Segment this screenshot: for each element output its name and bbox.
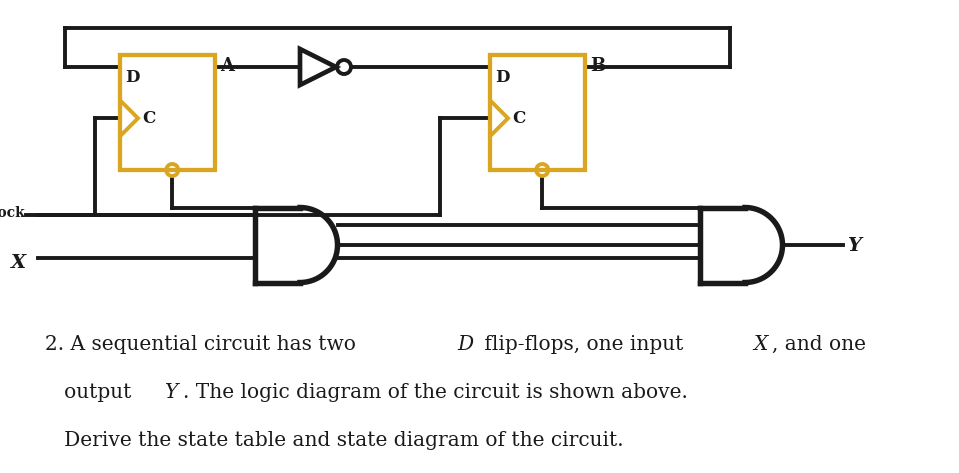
Bar bbox=[120, 55, 215, 170]
Bar bbox=[490, 55, 585, 170]
Text: X: X bbox=[10, 254, 25, 272]
Text: Y: Y bbox=[848, 237, 861, 255]
Text: 2. A sequential circuit has two: 2. A sequential circuit has two bbox=[45, 335, 363, 354]
Text: flip-flops, one input: flip-flops, one input bbox=[478, 335, 690, 354]
Text: Y: Y bbox=[166, 383, 178, 402]
Text: D: D bbox=[125, 69, 139, 86]
Text: D: D bbox=[495, 69, 509, 86]
Text: C: C bbox=[512, 110, 526, 127]
Text: X: X bbox=[753, 335, 767, 354]
Text: Clock: Clock bbox=[0, 206, 25, 220]
Text: , and one: , and one bbox=[772, 335, 866, 354]
Text: C: C bbox=[142, 110, 155, 127]
Text: B: B bbox=[590, 57, 605, 75]
Text: . The logic diagram of the circuit is shown above.: . The logic diagram of the circuit is sh… bbox=[182, 383, 688, 402]
Text: output: output bbox=[45, 383, 138, 402]
Text: Derive the state table and state diagram of the circuit.: Derive the state table and state diagram… bbox=[45, 431, 623, 450]
Text: A: A bbox=[220, 57, 234, 75]
Text: D: D bbox=[457, 335, 473, 354]
